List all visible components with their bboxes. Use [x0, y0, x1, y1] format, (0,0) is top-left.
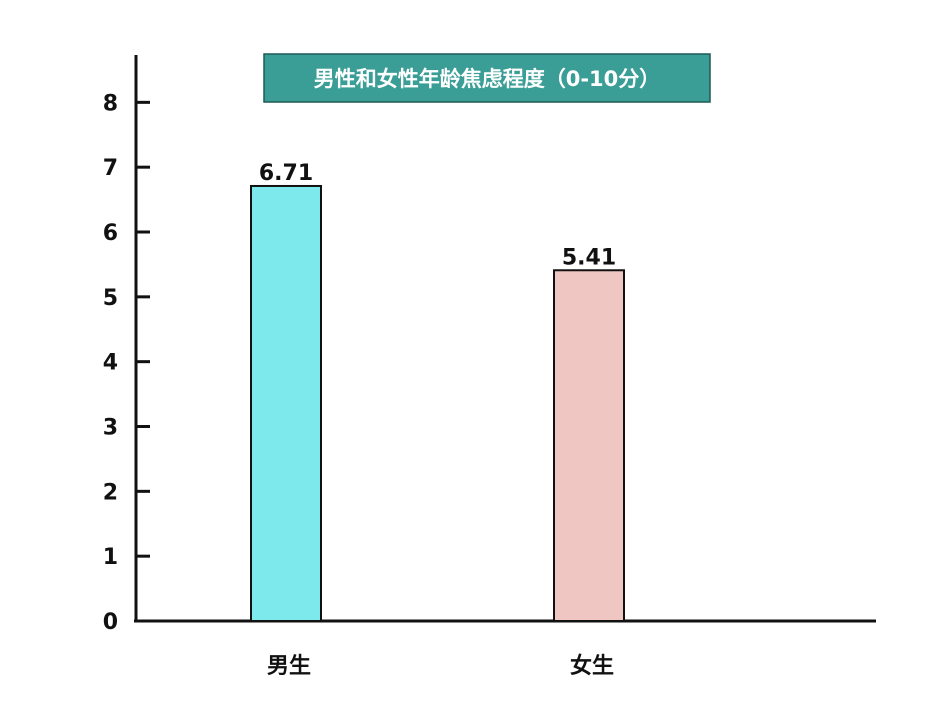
- y-tick-label: 4: [103, 351, 118, 376]
- title-background: [263, 53, 711, 103]
- bar: [553, 269, 625, 622]
- y-tick-label: 1: [103, 545, 118, 570]
- bars: [250, 184, 625, 622]
- y-tick-label: 8: [103, 91, 118, 116]
- y-ticks: 0 1 2 3 4 5 6 7 8: [103, 91, 150, 635]
- y-tick-label: 2: [103, 480, 118, 505]
- bar-value-label: 5.41: [562, 245, 616, 270]
- y-tick-label: 7: [103, 156, 118, 181]
- bar-value-label: 6.71: [259, 161, 313, 186]
- category-label: 男生: [267, 654, 311, 679]
- category-label: 女生: [570, 653, 614, 679]
- y-tick-label: 5: [103, 286, 118, 311]
- y-tick-label: 0: [103, 610, 118, 635]
- y-tick-label: 3: [103, 416, 118, 441]
- value-labels: 6.71 5.41: [259, 161, 616, 270]
- bar: [250, 184, 322, 622]
- y-tick-label: 6: [103, 221, 118, 246]
- category-labels: 男生 女生: [267, 653, 614, 679]
- chart-title: 男性和女性年龄焦虑程度（0-10分）: [314, 67, 661, 91]
- chart-title-box: 男性和女性年龄焦虑程度（0-10分）: [263, 53, 711, 103]
